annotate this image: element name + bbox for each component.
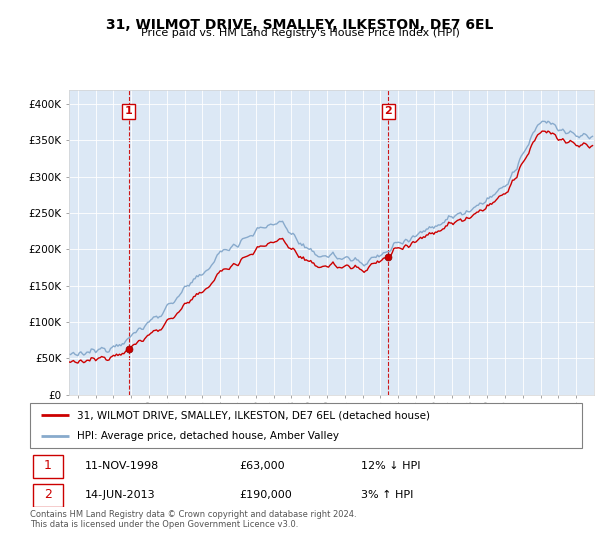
Text: Price paid vs. HM Land Registry's House Price Index (HPI): Price paid vs. HM Land Registry's House … (140, 28, 460, 38)
Text: 14-JUN-2013: 14-JUN-2013 (85, 490, 156, 500)
Text: 31, WILMOT DRIVE, SMALLEY, ILKESTON, DE7 6EL (detached house): 31, WILMOT DRIVE, SMALLEY, ILKESTON, DE7… (77, 410, 430, 421)
Text: HPI: Average price, detached house, Amber Valley: HPI: Average price, detached house, Ambe… (77, 431, 339, 441)
Text: 31, WILMOT DRIVE, SMALLEY, ILKESTON, DE7 6EL: 31, WILMOT DRIVE, SMALLEY, ILKESTON, DE7… (106, 18, 494, 32)
Text: Contains HM Land Registry data © Crown copyright and database right 2024.
This d: Contains HM Land Registry data © Crown c… (30, 510, 356, 529)
Text: 2: 2 (385, 106, 392, 116)
Text: 12% ↓ HPI: 12% ↓ HPI (361, 461, 421, 470)
Text: 1: 1 (44, 459, 52, 472)
Text: £63,000: £63,000 (240, 461, 286, 470)
Text: 11-NOV-1998: 11-NOV-1998 (85, 461, 160, 470)
Text: 2: 2 (44, 488, 52, 501)
FancyBboxPatch shape (33, 484, 63, 507)
Text: 3% ↑ HPI: 3% ↑ HPI (361, 490, 413, 500)
Text: £190,000: £190,000 (240, 490, 293, 500)
FancyBboxPatch shape (30, 403, 582, 448)
Text: 1: 1 (125, 106, 133, 116)
FancyBboxPatch shape (33, 455, 63, 478)
